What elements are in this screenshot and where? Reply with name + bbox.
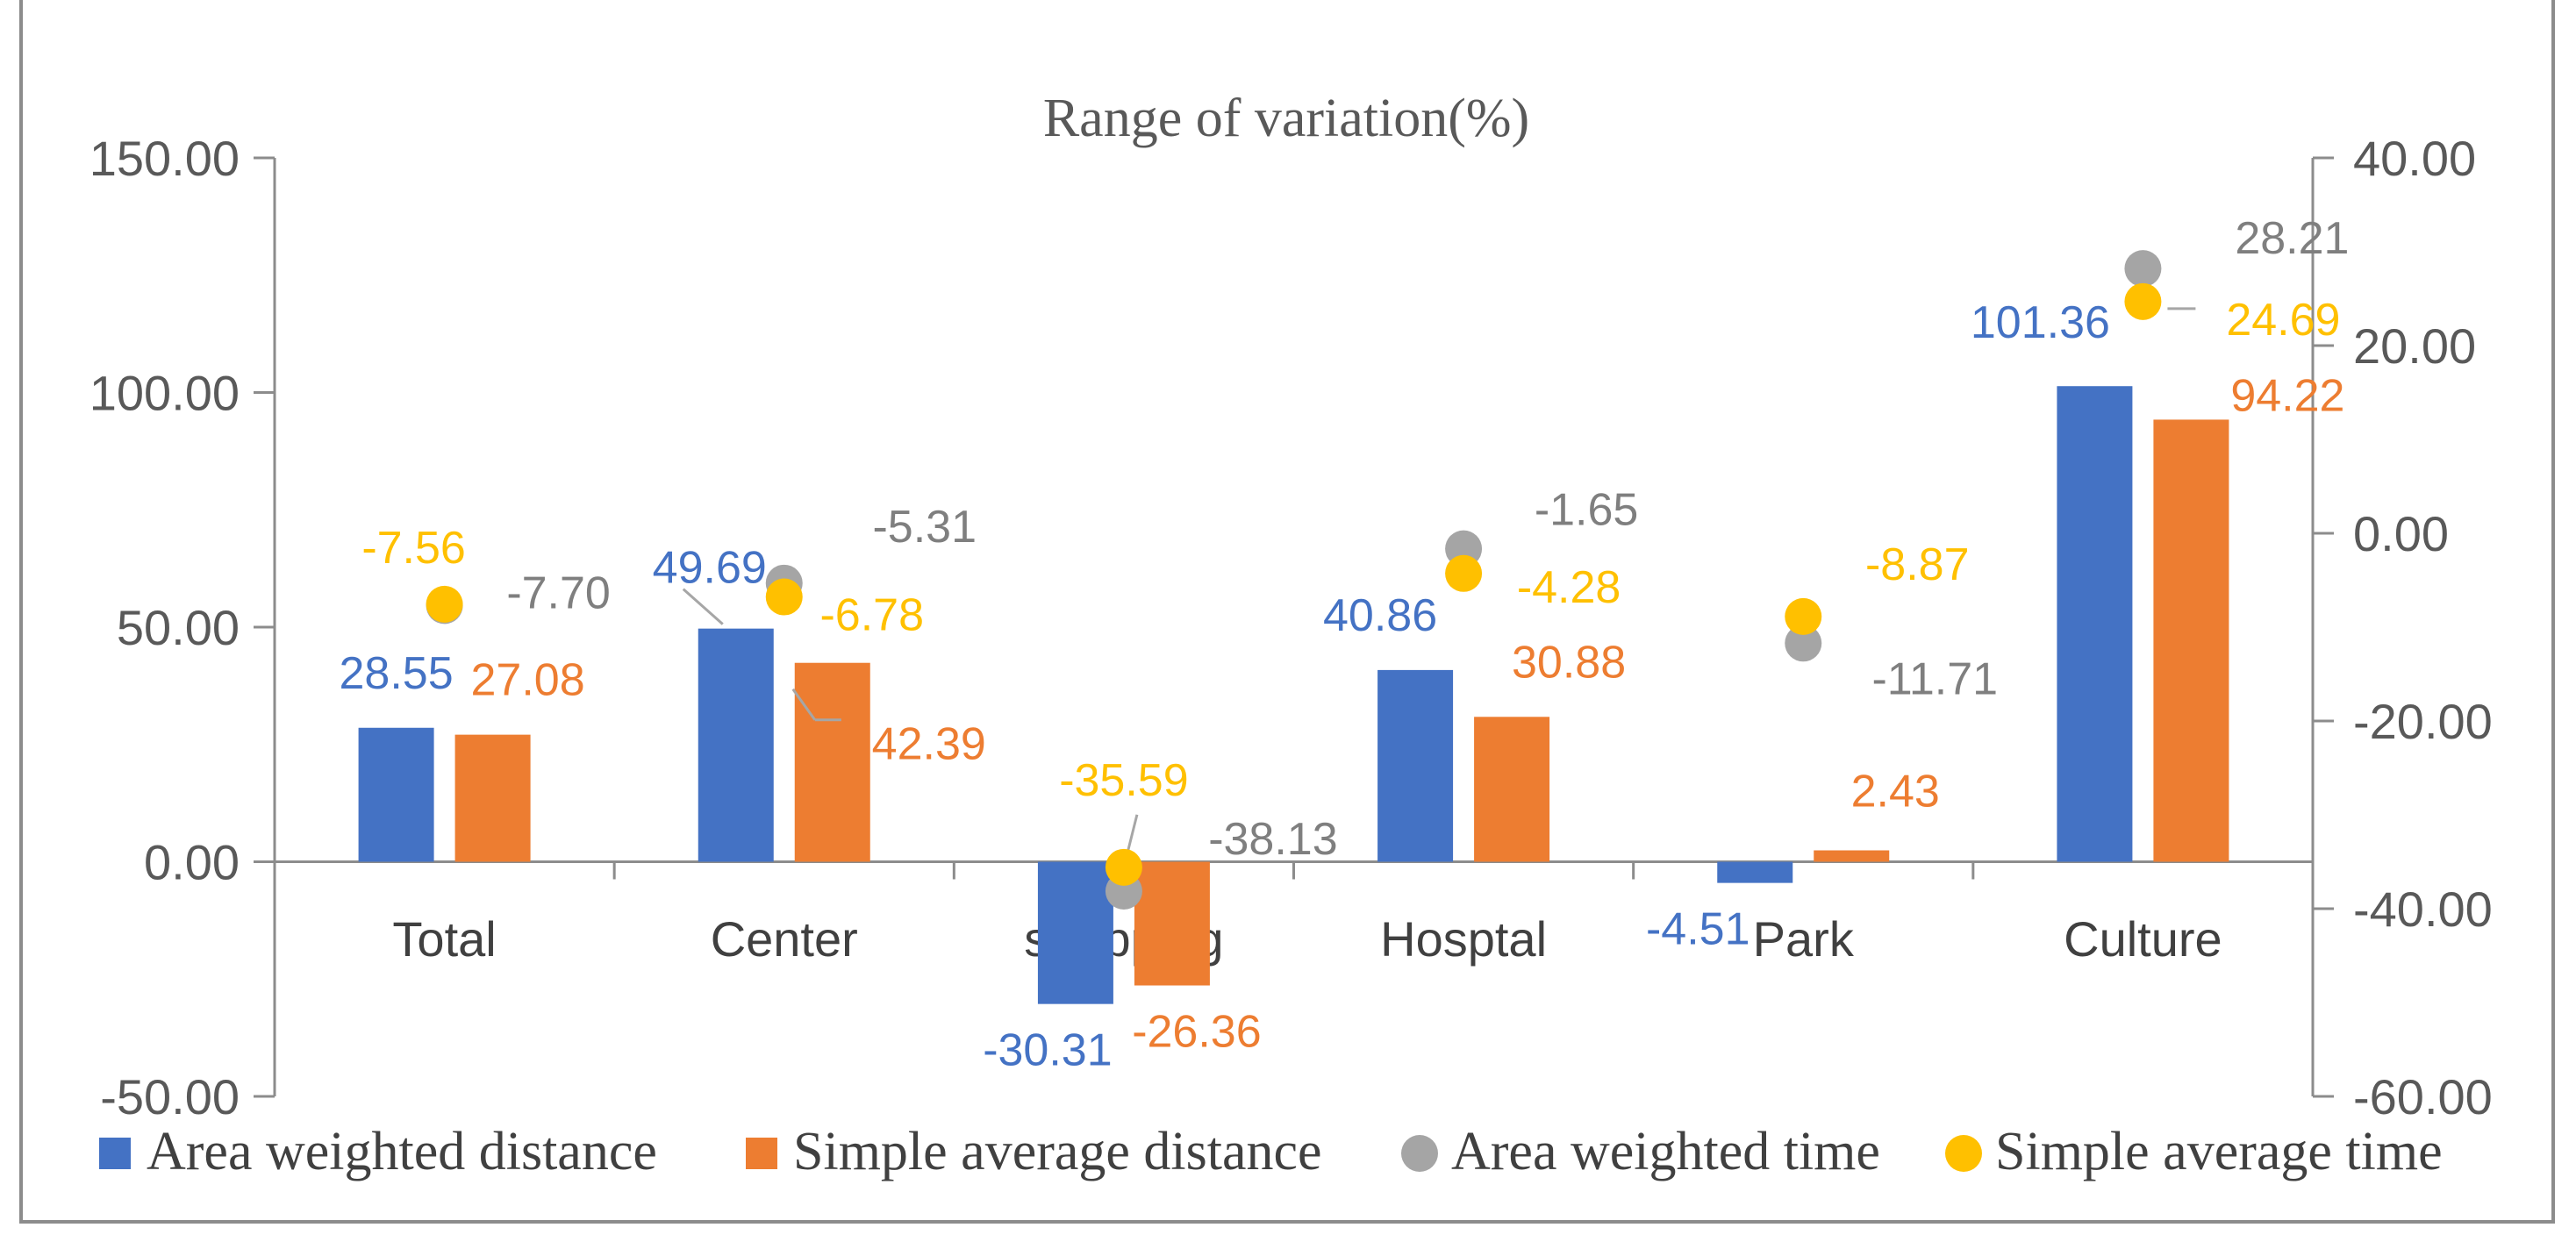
bar-area-weighted-distance-culture — [2057, 386, 2133, 862]
legend[interactable]: Area weighted distance Simple average dis… — [99, 1122, 2443, 1181]
right-axis-tick-label: 20.00 — [2353, 318, 2476, 374]
data-label-simple-average-distance-shopping: -26.36 — [1132, 1007, 1261, 1058]
bars — [358, 386, 2229, 1004]
point-simple-average-time-culture — [2124, 282, 2162, 320]
right-axis-tick-label: 40.00 — [2353, 131, 2476, 186]
right-axis-tick-label: 0.00 — [2353, 506, 2449, 561]
bar-simple-average-distance-shopping — [1134, 861, 1210, 986]
data-label-area-weighted-distance-center: 49.69 — [653, 543, 767, 594]
leader-line — [682, 588, 724, 625]
legend-item-simple-average-time[interactable]: Simple average time — [1945, 1122, 2443, 1181]
category-label-total: Total — [392, 911, 496, 967]
point-area-weighted-time-culture — [2124, 250, 2162, 288]
legend-swatch-simple-average-time — [1945, 1135, 1982, 1172]
point-simple-average-time-total — [426, 585, 463, 623]
legend-swatch-area-weighted-time — [1401, 1135, 1438, 1172]
category-label-hosptal: Hosptal — [1380, 911, 1547, 967]
legend-swatch-simple-average-distance — [746, 1138, 777, 1169]
category-label-park: Park — [1753, 911, 1855, 967]
bar-simple-average-distance-park — [1814, 850, 1890, 862]
right-axis-tick-label: -60.00 — [2353, 1069, 2493, 1124]
data-label-area-weighted-distance-park: -4.51 — [1646, 904, 1750, 955]
leader-line — [791, 688, 816, 721]
data-label-simple-average-time-culture: 24.69 — [2226, 295, 2340, 346]
data-label-area-weighted-time-shopping: -38.13 — [1208, 814, 1337, 865]
bar-area-weighted-distance-park — [1717, 861, 1793, 883]
data-label-simple-average-time-park: -8.87 — [1865, 539, 1970, 590]
bar-simple-average-distance-culture — [2153, 419, 2229, 862]
data-label-area-weighted-distance-hosptal: 40.86 — [1323, 590, 1437, 641]
left-axis-tick-label: 50.00 — [117, 600, 240, 655]
right-axis-tick-label: -20.00 — [2353, 694, 2493, 749]
data-label-area-weighted-distance-culture: 101.36 — [1971, 297, 2110, 348]
point-simple-average-time-hosptal — [1445, 554, 1483, 592]
chart-title: Range of variation(%) — [1043, 89, 1529, 148]
data-label-area-weighted-time-culture: 28.21 — [2235, 213, 2349, 264]
data-labels: 28.55 49.69 -30.31 40.86 -4.51 101.36 27.08 42.… — [340, 213, 2350, 1076]
data-label-simple-average-distance-hosptal: 30.88 — [1512, 637, 1626, 688]
point-simple-average-time-shopping — [1105, 848, 1142, 886]
point-simple-average-time-center — [765, 578, 803, 616]
bar-simple-average-distance-total — [454, 734, 531, 862]
data-label-area-weighted-distance-shopping: -30.31 — [983, 1025, 1112, 1076]
data-label-simple-average-distance-culture: 94.22 — [2230, 370, 2344, 421]
legend-item-area-weighted-distance[interactable]: Area weighted distance — [99, 1122, 657, 1181]
data-label-area-weighted-time-park: -11.71 — [1871, 653, 1998, 704]
right-axis-tick-label: -40.00 — [2353, 881, 2493, 937]
data-label-area-weighted-distance-total: 28.55 — [340, 648, 454, 699]
legend-label-area-weighted-distance: Area weighted distance — [147, 1122, 657, 1181]
bar-area-weighted-distance-hosptal — [1377, 669, 1454, 862]
data-label-simple-average-time-total: -7.56 — [361, 523, 466, 574]
left-axis-tick-label: 100.00 — [89, 366, 240, 421]
bar-area-weighted-distance-shopping — [1037, 861, 1113, 1004]
data-label-simple-average-time-center: -6.78 — [819, 590, 924, 641]
legend-item-area-weighted-time[interactable]: Area weighted time — [1401, 1122, 1880, 1181]
axes: 150.00 100.00 50.00 0.00 -50.00 40.00 20.00 0.0… — [89, 131, 2493, 1124]
data-label-simple-average-distance-total: 27.08 — [471, 655, 585, 706]
bar-simple-average-distance-hosptal — [1474, 717, 1550, 862]
legend-item-simple-average-distance[interactable]: Simple average distance — [746, 1122, 1322, 1181]
legend-label-simple-average-time: Simple average time — [1995, 1122, 2443, 1181]
category-label-culture: Culture — [2064, 911, 2222, 967]
data-label-simple-average-distance-park: 2.43 — [1851, 766, 1940, 817]
left-axis-tick-label: 0.00 — [144, 835, 240, 890]
legend-label-area-weighted-time: Area weighted time — [1451, 1122, 1880, 1181]
left-axis-tick-label: -50.00 — [100, 1069, 240, 1124]
bar-area-weighted-distance-total — [358, 727, 434, 862]
legend-swatch-area-weighted-distance — [99, 1138, 131, 1169]
points — [426, 250, 2162, 910]
bar-simple-average-distance-center — [794, 662, 870, 862]
legend-label-simple-average-distance: Simple average distance — [793, 1122, 1322, 1181]
data-label-area-weighted-time-total: -7.70 — [506, 567, 611, 618]
point-area-weighted-time-park — [1785, 624, 1822, 662]
point-simple-average-time-park — [1785, 597, 1822, 635]
left-axis-tick-label: 150.00 — [89, 131, 240, 186]
data-label-area-weighted-time-center: -5.31 — [872, 502, 977, 553]
data-label-simple-average-time-hosptal: -4.28 — [1517, 562, 1621, 613]
data-label-simple-average-time-shopping: -35.59 — [1059, 755, 1188, 806]
bar-area-weighted-distance-center — [698, 628, 774, 862]
data-label-simple-average-distance-center: 42.39 — [872, 719, 986, 770]
data-label-area-weighted-time-hosptal: -1.65 — [1535, 485, 1639, 536]
category-label-center: Center — [711, 911, 858, 967]
